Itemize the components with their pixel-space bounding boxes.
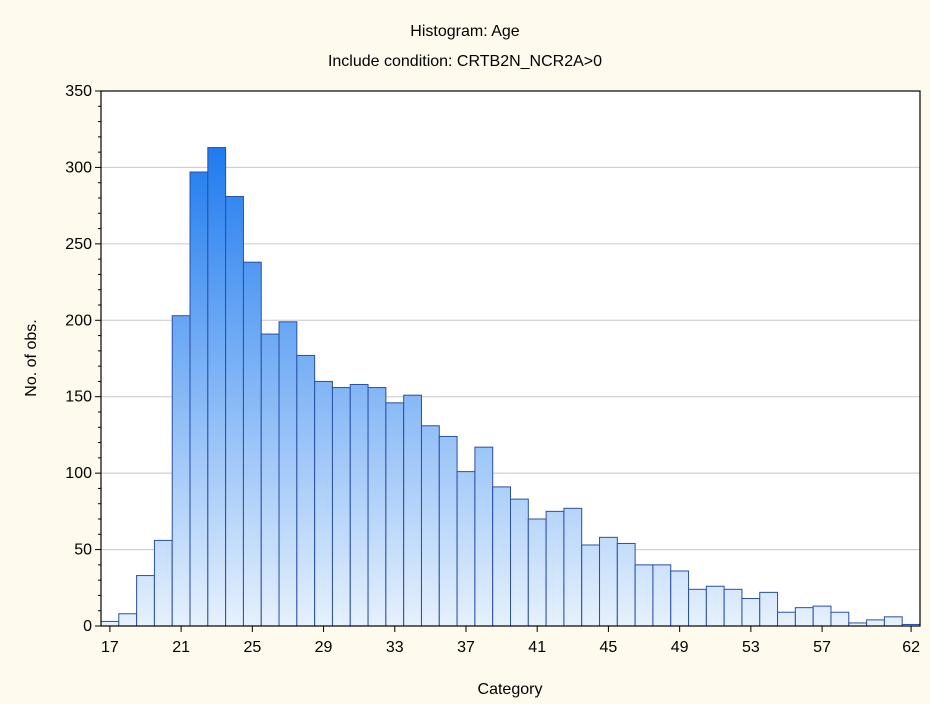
y-tick-label: 150 (65, 389, 92, 406)
y-tick-label: 300 (65, 159, 92, 176)
histogram-bar (563, 507, 583, 627)
histogram-bar (314, 380, 333, 627)
histogram-bar (670, 570, 690, 627)
histogram-bar (741, 597, 761, 627)
histogram-bar (866, 619, 885, 627)
histogram-bar (759, 591, 779, 627)
histogram-bar (242, 261, 262, 627)
bars (100, 147, 921, 627)
x-axis: 17 21 25 29 33 37 41 45 49 53 57 62 (101, 626, 920, 656)
histogram-bar (474, 446, 494, 627)
plot-frame (100, 90, 921, 627)
histogram-bar (367, 387, 387, 627)
histogram-bar (830, 611, 850, 627)
x-tick-label: 53 (742, 639, 760, 656)
y-tick-label: 350 (65, 83, 92, 100)
y-tick-label: 200 (65, 312, 92, 329)
histogram-bar (118, 613, 138, 627)
histogram-bar (385, 402, 405, 627)
x-tick-label: 45 (600, 639, 618, 656)
histogram-bar (403, 394, 422, 627)
histogram-bar (599, 536, 618, 627)
x-tick-label: 17 (101, 639, 119, 656)
histogram-bar (349, 383, 369, 627)
histogram-bar (616, 542, 636, 627)
x-tick-label: 25 (243, 639, 261, 656)
histogram-bar (153, 539, 173, 627)
histogram-bar (456, 471, 476, 627)
y-tick-label: 100 (65, 465, 92, 482)
x-tick-label: 57 (813, 639, 831, 656)
y-tick-label: 50 (74, 542, 92, 559)
histogram-bar (794, 607, 814, 627)
histogram-bar (812, 605, 832, 627)
y-axis-label: No. of obs. (23, 319, 40, 396)
y-tick-label: 0 (83, 618, 92, 635)
chart-subtitle: Include condition: CRTB2N_NCR2A>0 (328, 53, 602, 70)
histogram-bar (883, 616, 903, 627)
x-tick-label: 33 (386, 639, 404, 656)
histogram-bar (331, 387, 351, 627)
x-tick-label: 21 (172, 639, 190, 656)
y-axis: 0 50 100 150 200 250 300 350 (65, 83, 101, 635)
x-tick-label: 49 (671, 639, 689, 656)
histogram-bar (420, 425, 440, 627)
histogram-bar (705, 585, 725, 627)
histogram-bar (100, 620, 120, 627)
chart-title: Histogram: Age (410, 23, 519, 40)
histogram-bar (260, 333, 280, 627)
histogram-bar (723, 588, 743, 627)
histogram-bar (207, 147, 227, 627)
histogram-bar (296, 354, 316, 627)
histogram-bar (492, 486, 511, 627)
x-tick-label: 62 (902, 639, 920, 656)
histogram-bar (777, 611, 796, 627)
x-tick-label: 29 (315, 639, 333, 656)
histogram-bar (171, 315, 191, 627)
x-tick-label: 41 (528, 639, 546, 656)
y-tick-label: 250 (65, 236, 92, 253)
x-axis-label: Category (478, 681, 543, 698)
histogram-bar (634, 564, 654, 627)
histogram-bar (510, 498, 529, 627)
histogram-bar (438, 435, 458, 627)
histogram-bar (189, 171, 209, 627)
histogram-bar (652, 564, 672, 627)
histogram-bar (688, 588, 707, 627)
histogram-bar (527, 518, 547, 627)
histogram-bar (136, 575, 155, 627)
x-tick-label: 37 (457, 639, 475, 656)
histogram-bar (225, 195, 244, 627)
histogram-bar (581, 544, 601, 627)
histogram-bar (545, 510, 565, 627)
histogram-bar (278, 321, 298, 627)
